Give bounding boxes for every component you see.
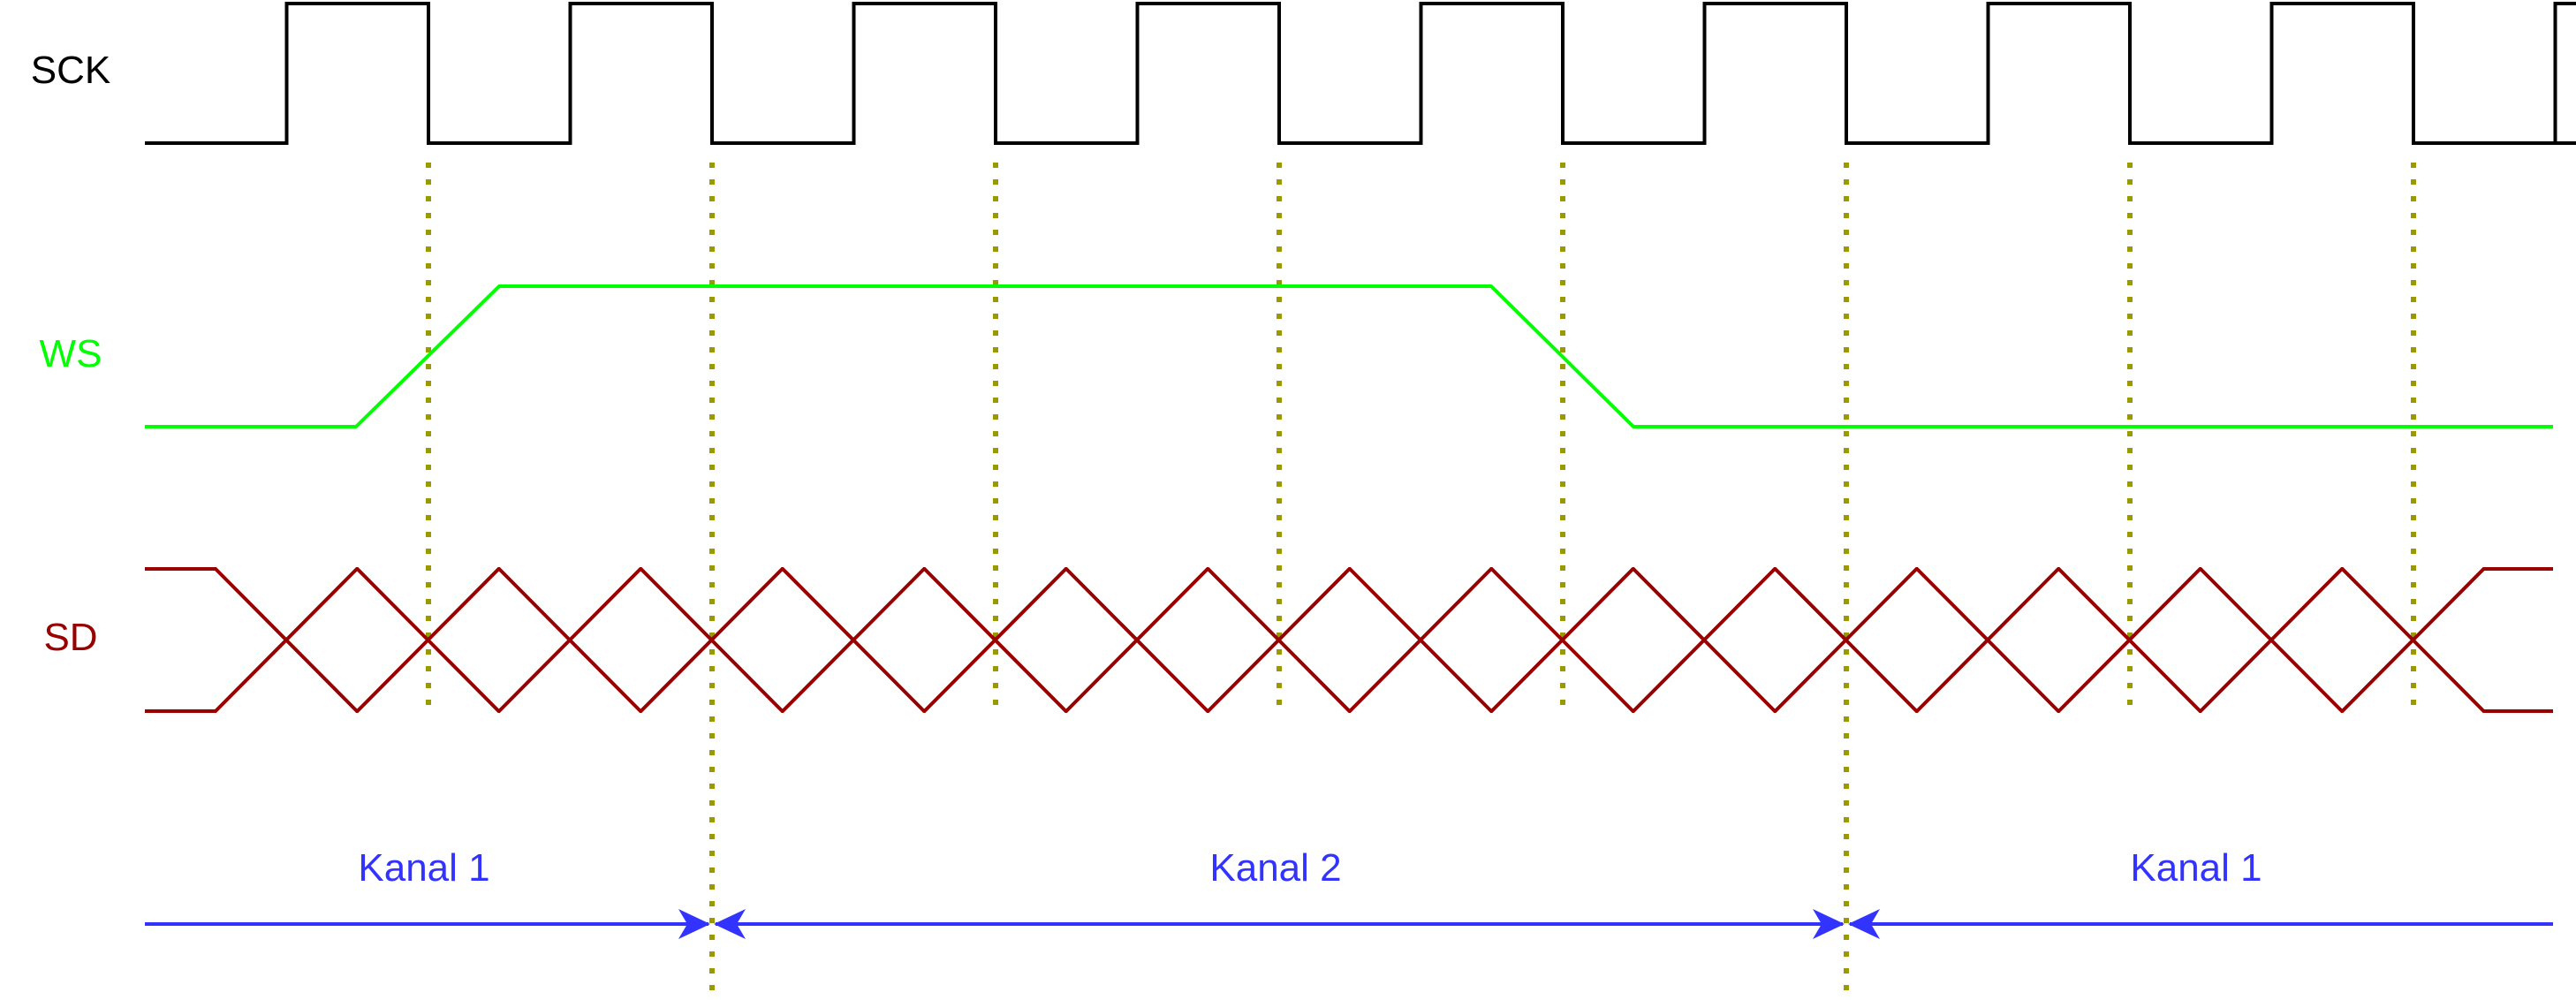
sd-trace [145,567,2553,713]
span-label-kanal-1-right: Kanal 1 [2130,846,2262,890]
channel-spans [145,909,2553,939]
arrow-head [678,909,710,939]
sd-trace [145,567,2553,713]
signal-label-ws: WS [40,332,102,375]
sck-waveform [145,2,2576,145]
clock-edge-guides [426,163,2416,996]
span-label-kanal-2: Kanal 2 [1209,846,1341,890]
sd-waveform [145,567,2553,713]
span-label-kanal-1-left: Kanal 1 [358,846,489,890]
ws-waveform [145,284,2553,428]
signal-label-sd: SD [43,616,97,659]
signal-label-sck: SCK [31,49,110,92]
arrow-head [714,909,746,939]
arrow-head [1848,909,1880,939]
arrow-head [1813,909,1845,939]
